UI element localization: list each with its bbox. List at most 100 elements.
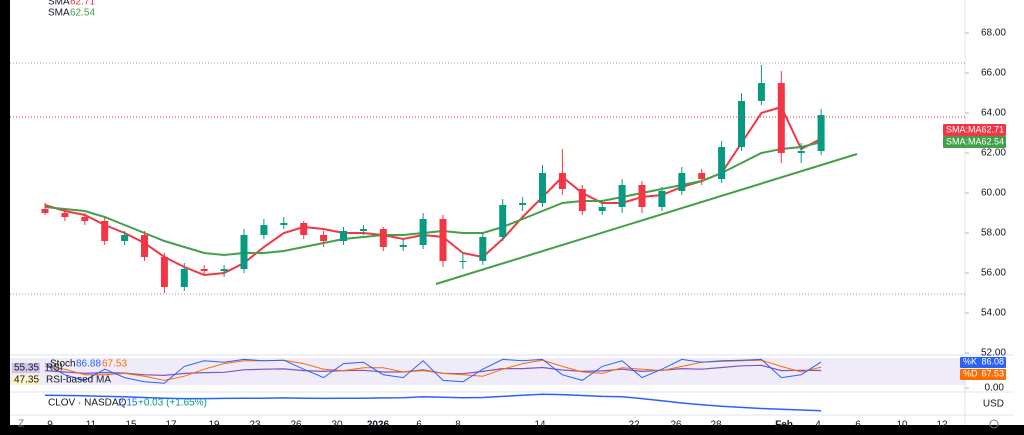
candle-body xyxy=(160,257,168,287)
y-tick-label: 58.00 xyxy=(981,228,1006,239)
x-tick-label: 10 xyxy=(896,420,908,431)
candle-body xyxy=(340,231,347,241)
x-tick-label: 26 xyxy=(290,420,302,431)
x-tick-label: 19 xyxy=(208,420,220,431)
candle-body xyxy=(638,185,646,207)
candle-body xyxy=(558,173,566,189)
compare-line xyxy=(44,393,822,412)
rsi-value: 55.35 xyxy=(14,363,39,374)
currency: USD xyxy=(983,399,1004,410)
x-tick-label: 11 xyxy=(86,420,97,431)
x-tick-label: 6 xyxy=(416,420,422,431)
y-tick-label: 62.00 xyxy=(981,148,1006,159)
candle-body xyxy=(260,225,268,235)
candle-body xyxy=(598,207,606,211)
osc-tag-box xyxy=(960,357,1006,368)
osc-tag-name: %K xyxy=(963,356,977,366)
rsi-ma-value: 47.35 xyxy=(14,375,39,386)
stoch-d-line xyxy=(44,359,822,381)
x-tick-label: 23 xyxy=(249,420,261,431)
candle-body xyxy=(141,235,148,257)
sma-line xyxy=(44,141,822,257)
tag-name: SMA:MA xyxy=(946,136,982,146)
x-tick-label: 6 xyxy=(855,420,861,431)
candle-body xyxy=(479,237,487,261)
candle-body xyxy=(698,173,706,179)
candle-body xyxy=(419,219,427,245)
legend-value: 62.71 xyxy=(70,0,95,8)
y-tick-label: 56.00 xyxy=(981,268,1006,279)
candle-body xyxy=(618,185,626,207)
candle-body xyxy=(280,223,288,225)
osc-tag-value: 67.53 xyxy=(981,368,1004,378)
x-tick-label: Feb xyxy=(775,420,793,431)
candle-body xyxy=(200,269,208,271)
legend-value: 62.54 xyxy=(70,8,95,19)
x-tick-label: 22 xyxy=(628,420,640,431)
x-tick-label: 9 xyxy=(47,420,53,431)
rsi-value-box xyxy=(12,363,40,373)
candle-body xyxy=(658,191,666,207)
legend-name: SMA xyxy=(48,0,70,8)
stoch-d: 67.53 xyxy=(102,359,127,370)
stoch-k: 86.88 xyxy=(76,359,101,370)
tag-name: SMA:MA xyxy=(946,124,982,134)
osc-tag-value: 86.08 xyxy=(981,356,1004,366)
x-tick-label: 14 xyxy=(534,420,546,431)
candle-body xyxy=(738,101,745,147)
compare-change: +0.03 (+1.65%) xyxy=(138,398,207,409)
y-tick-label: 64.00 xyxy=(981,108,1006,119)
tag-box xyxy=(943,124,1006,136)
y-tick-label: 60.00 xyxy=(981,188,1006,199)
stoch-k-line xyxy=(44,358,822,384)
x-tick-label: 4 xyxy=(815,420,821,431)
tag-box xyxy=(943,136,1006,148)
compare-last: 2.15 xyxy=(118,398,138,409)
candle-body xyxy=(718,147,726,179)
candle-body xyxy=(41,209,49,213)
candle-body xyxy=(757,83,765,101)
x-tick-label: 26 xyxy=(670,420,682,431)
compare-name: CLOV · NASDAQ xyxy=(48,398,127,409)
candle-body xyxy=(220,269,228,271)
legend-name: SMA xyxy=(48,8,70,19)
x-tick-label: 30 xyxy=(331,420,343,431)
y-tick-label: 52.00 xyxy=(981,348,1006,359)
candle-body xyxy=(61,213,69,217)
stoch-name: Stoch xyxy=(50,359,76,370)
background xyxy=(10,0,1024,425)
candle-body xyxy=(300,223,308,235)
candle-body xyxy=(499,205,507,237)
candle-body xyxy=(777,83,785,153)
rsi-ma-name: RSI-based MA xyxy=(46,375,111,386)
settings-icon xyxy=(989,419,999,429)
x-tick-label: 8 xyxy=(455,420,461,431)
candle-body xyxy=(539,173,546,203)
candle-body xyxy=(519,203,527,205)
candle-body xyxy=(399,245,407,247)
candle-body xyxy=(101,221,109,241)
rsi-name: RSI xyxy=(46,363,63,374)
candle-body xyxy=(81,217,89,221)
candle-body xyxy=(180,269,188,287)
candle-body xyxy=(797,151,805,153)
candle-body xyxy=(439,219,447,261)
y-tick-label: 68.00 xyxy=(981,28,1006,39)
candle-body xyxy=(817,115,825,151)
osc-tick-label: 0.00 xyxy=(985,383,1005,394)
x-tick-label: 2026 xyxy=(367,420,390,431)
candle-body xyxy=(459,261,467,262)
rsi-band xyxy=(10,358,965,385)
x-tick-label: 17 xyxy=(165,420,177,431)
rsi-ma-value-box xyxy=(12,375,40,385)
candle-body xyxy=(359,229,367,231)
x-tick-label: 15 xyxy=(125,420,137,431)
candle-body xyxy=(379,229,387,247)
tag-value: 62.71 xyxy=(981,124,1004,134)
candle-body xyxy=(240,235,248,269)
candle-body xyxy=(578,189,586,211)
x-tick-label: 12 xyxy=(936,420,948,431)
candle-body xyxy=(320,235,328,241)
candle-body xyxy=(121,235,129,241)
